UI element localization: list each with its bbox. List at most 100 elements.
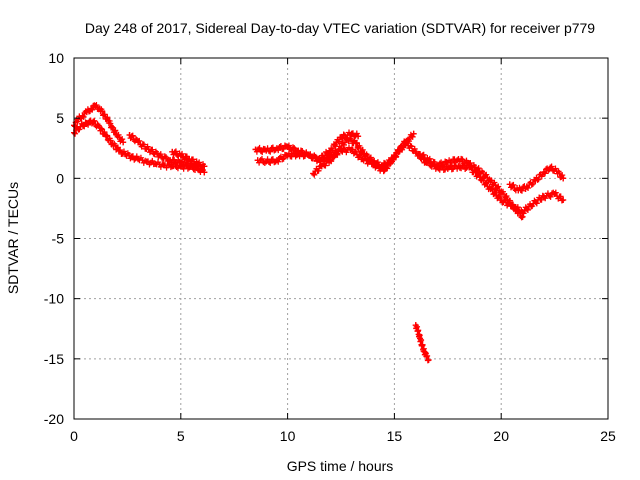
axis-labels: 0 5 10 15 20 25 10 5 0 -5 -10 -15 -20: [44, 50, 616, 444]
data-point: [444, 165, 451, 172]
data-point: [92, 103, 99, 110]
data-point: [417, 151, 424, 158]
data-point: [423, 353, 430, 360]
data-point: [177, 159, 184, 166]
data-point: [476, 168, 483, 175]
data-point: [273, 145, 280, 152]
data-point: [201, 169, 208, 176]
data-point: [75, 116, 82, 123]
series-outlier-segment: [412, 322, 432, 364]
data-point: [83, 109, 90, 116]
data-point: [295, 151, 302, 158]
data-point: [201, 163, 208, 170]
data-point: [487, 177, 494, 184]
data-point: [455, 156, 462, 163]
data-point: [425, 157, 432, 164]
data-point: [284, 144, 291, 151]
data-point: [425, 357, 432, 364]
x-tick-label: 5: [177, 428, 185, 444]
data-point: [395, 148, 402, 155]
x-tick-label: 15: [387, 428, 403, 444]
data-point: [419, 342, 426, 349]
data-point: [327, 147, 334, 154]
data-point: [122, 151, 129, 158]
chart-title: Day 248 of 2017, Sidereal Day-to-day VTE…: [85, 20, 595, 36]
data-point: [105, 117, 112, 124]
series-afternoon-band: [417, 151, 526, 221]
data-point: [252, 146, 259, 153]
data-point: [79, 112, 86, 119]
data-point: [145, 146, 152, 153]
data-point: [156, 152, 163, 159]
data-point: [126, 132, 133, 139]
series-midday-third-band: [310, 130, 417, 178]
y-tick-label: -20: [44, 411, 64, 427]
data-point: [540, 169, 547, 176]
data-point: [284, 152, 291, 159]
data-point: [532, 177, 539, 184]
data-point: [96, 105, 103, 112]
data-point: [177, 152, 184, 159]
data-point: [273, 157, 280, 164]
data-point: [77, 123, 84, 130]
data-point: [113, 132, 120, 139]
data-point: [143, 158, 150, 165]
data-point: [310, 170, 317, 177]
data-point: [417, 335, 424, 342]
data-point: [359, 156, 366, 163]
data-point: [508, 201, 515, 208]
data-point: [412, 322, 419, 329]
y-tick-label: -10: [44, 291, 64, 307]
data-point: [370, 158, 377, 165]
data-point: [348, 146, 355, 153]
data-point: [96, 124, 103, 131]
data-point: [90, 118, 97, 125]
data-point: [553, 168, 560, 175]
data-point: [551, 190, 558, 197]
data-point: [186, 156, 193, 163]
y-tick-label: -5: [52, 231, 65, 247]
data-point: [169, 148, 176, 155]
data-point: [404, 138, 411, 145]
x-tick-label: 25: [600, 428, 616, 444]
data-point: [263, 158, 270, 165]
data-point: [338, 134, 344, 141]
y-tick-label: 5: [56, 110, 64, 126]
data-point: [387, 158, 394, 165]
data-point: [160, 162, 167, 169]
data-point: [83, 119, 90, 126]
data-point: [487, 186, 494, 193]
y-tick-label: 10: [48, 50, 64, 66]
data-point: [194, 160, 201, 167]
data-point: [455, 163, 462, 170]
data-point: [100, 111, 107, 118]
data-point: [523, 183, 530, 190]
data-point: [355, 133, 362, 140]
data-point: [498, 196, 505, 203]
x-tick-label: 0: [70, 428, 78, 444]
data-point: [335, 146, 342, 153]
data-point: [254, 157, 261, 164]
x-tick-label: 10: [280, 428, 296, 444]
y-axis-title: SDTVAR / TECUs: [5, 182, 21, 294]
data-point: [560, 196, 567, 203]
data-point: [444, 159, 451, 166]
data-point: [169, 163, 176, 170]
data-point: [109, 140, 116, 147]
series-evening-upper-band: [506, 163, 567, 194]
data-point: [547, 164, 554, 171]
grid: [74, 58, 608, 419]
data-point: [466, 160, 473, 167]
data-point: [421, 348, 428, 355]
data-point: [88, 105, 95, 112]
data-point: [152, 160, 159, 167]
series-upper-early-band: [71, 102, 127, 146]
data-point: [560, 175, 567, 182]
data-point: [414, 328, 421, 335]
data-points: [71, 102, 567, 364]
y-tick-label: -15: [44, 351, 64, 367]
data-point: [361, 151, 368, 158]
data-point: [327, 157, 334, 164]
